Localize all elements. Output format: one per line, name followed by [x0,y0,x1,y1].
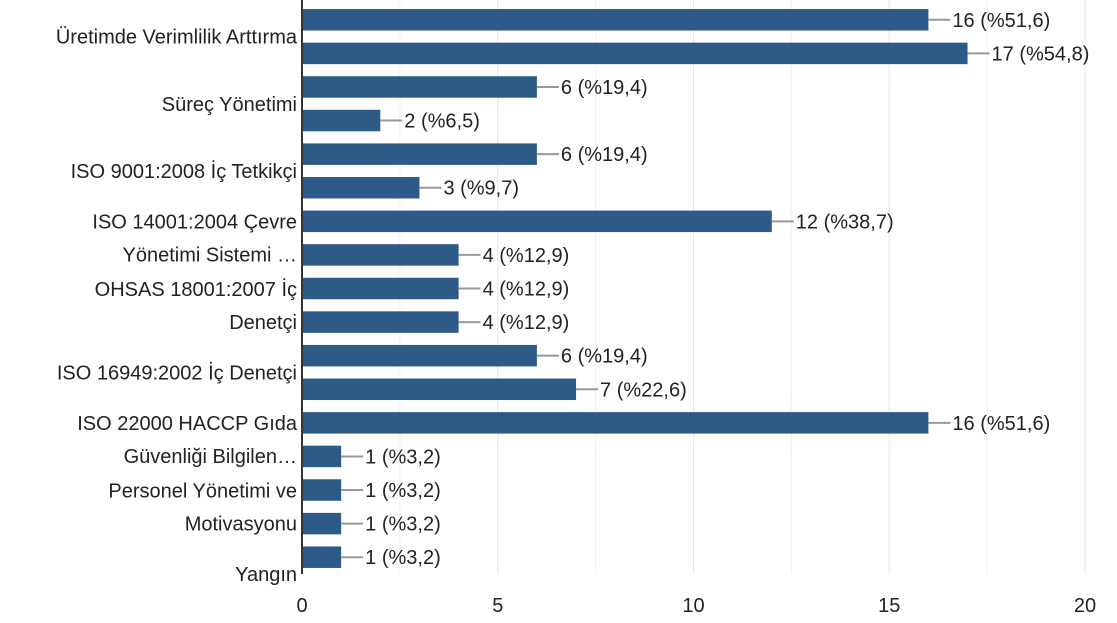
data-label: 4 (%12,9) [483,279,570,301]
data-label: 17 (%54,8) [992,43,1090,65]
bar [302,445,342,468]
bar [302,176,420,199]
bar [302,311,459,333]
bar [302,42,968,65]
data-label: 1 (%3,2) [365,547,441,569]
bar [302,9,929,31]
category-label: Üretimde Verimlilik Arttırma [56,27,298,49]
data-label: 1 (%3,2) [365,514,441,536]
bar [302,109,381,132]
data-label: 16 (%51,6) [952,10,1050,32]
category-label: Yönetimi Sistemi … [123,245,298,267]
data-label: 4 (%12,9) [483,312,570,334]
category-label: Motivasyonu [185,513,297,535]
data-label: 2 (%6,5) [404,111,480,133]
data-label: 1 (%3,2) [365,446,441,468]
x-tick-labels: 0 5 10 15 20 [296,595,1096,617]
bar [302,512,342,535]
category-label: ISO 14001:2004 Çevre [92,212,297,234]
data-label: 6 (%19,4) [561,346,648,368]
bar [302,244,459,266]
data-label: 7 (%22,6) [600,379,687,401]
x-tick-label: 5 [492,595,503,617]
data-label: 16 (%51,6) [952,413,1050,435]
data-label: 12 (%38,7) [796,211,894,233]
category-labels: Üretimde Verimlilik Arttırma Süreç Yöneti… [56,27,298,586]
category-label: ISO 22000 HACCP Gıda [77,413,298,435]
bar [302,210,772,233]
data-label: 4 (%12,9) [483,245,570,267]
category-label: Personel Yönetimi ve [108,480,297,502]
x-tick-label: 20 [1074,595,1096,617]
x-tick-label: 10 [682,595,704,617]
category-label: Güvenliği Bilgilen… [124,446,297,468]
category-label: ISO 9001:2008 İç Tetkikçi [71,160,297,183]
category-label: ISO 16949:2002 İç Denetçi [57,361,297,384]
bar [302,412,929,434]
bars: 16 (%51,6) 17 (%54,8) 6 (%19,4) 2 (%6,5) 6 (… [302,9,1089,569]
bar [302,277,459,300]
bar [302,344,537,367]
data-label: 6 (%19,4) [561,77,648,99]
x-tick-label: 15 [878,595,900,617]
data-label: 6 (%19,4) [561,144,648,166]
bar [302,378,577,401]
category-label: OHSAS 18001:2007 İç [95,278,297,301]
bar [302,143,537,165]
data-label: 1 (%3,2) [365,480,441,502]
category-label: Yangın [235,564,297,586]
category-label: Denetçi [229,312,297,334]
bar [302,479,342,501]
category-label: Süreç Yönetimi [162,94,297,116]
data-label: 3 (%9,7) [443,178,519,200]
bar [302,546,342,568]
x-tick-label: 0 [296,595,307,617]
bar [302,76,537,98]
